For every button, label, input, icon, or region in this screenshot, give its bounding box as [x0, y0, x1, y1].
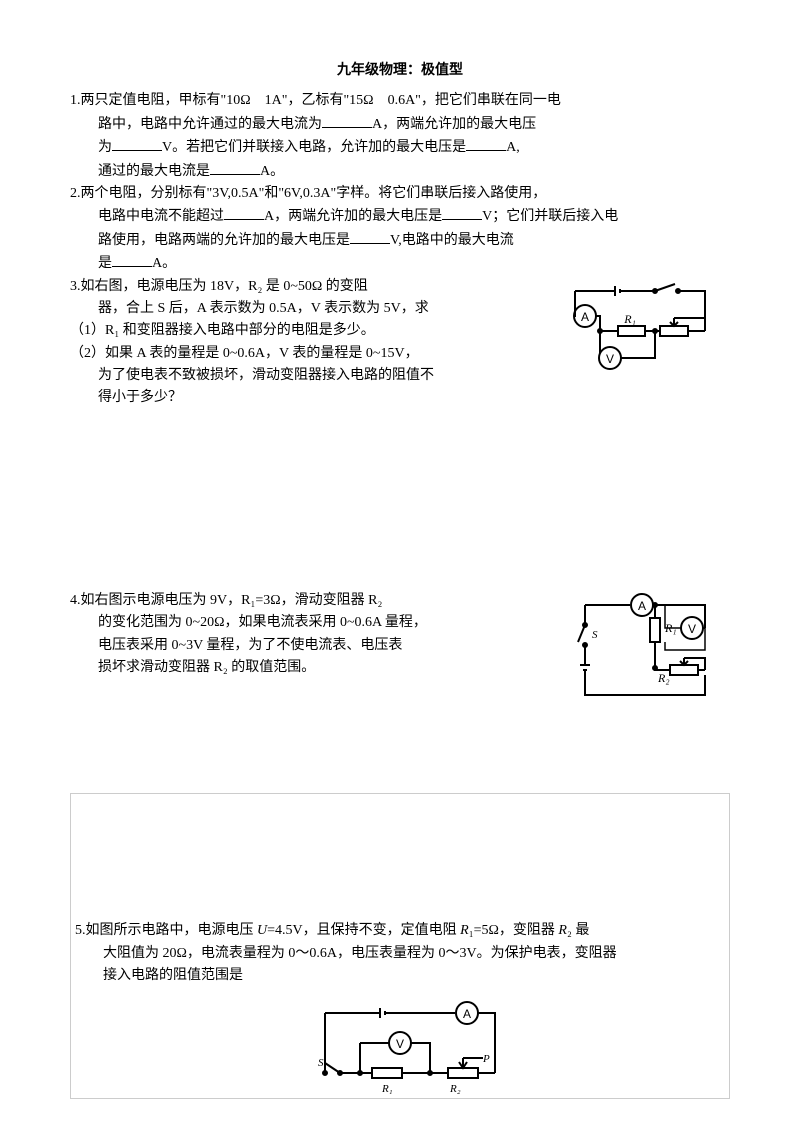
q5-text: =4.5V，且保持不变，定值电阻 [267, 923, 460, 938]
blank [322, 113, 372, 128]
question-2: 2.两个电阻，分别标有"3V,0.5A"和"6V,0.3A"字样。将它们串联后接… [70, 183, 730, 276]
q5-text: R [460, 923, 469, 938]
q1-text: 路中，电路中允许通过的最大电流为 [98, 117, 322, 132]
q2-line1: 2.两个电阻，分别标有"3V,0.5A"和"6V,0.3A"字样。将它们串联后接… [70, 183, 730, 205]
r1-label: R₁ [664, 621, 677, 635]
page: 九年级物理：极值型 1.两只定值电阻，甲标有"10Ω 1A"，乙标有"15Ω 0… [0, 0, 800, 1139]
blank [224, 205, 264, 220]
switch-label: S [318, 1057, 324, 1069]
q2-line3: 路使用，电路两端的允许加的最大电压是 V,电路中的最大电流 [70, 229, 730, 252]
blank [442, 205, 482, 220]
voltmeter-label: V [606, 352, 614, 366]
blank [112, 252, 152, 267]
voltmeter-label: V [688, 622, 696, 636]
q5-text: U [257, 923, 267, 938]
q1-text: 1.两只定值电阻，甲标有"10Ω 1A"，乙标有"15Ω 0.6A"，把它们串联… [70, 93, 561, 108]
question-5: 5.如图所示电路中，电源电压 U=4.5V，且保持不变，定值电阻 R₁=5Ω，变… [75, 920, 725, 1097]
q5-circuit-diagram: A V S R₁ R₂ P [310, 998, 490, 1098]
blank [350, 229, 390, 244]
q5-text: ₁=5Ω，变阻器 [469, 923, 559, 938]
q5-line1: 5.如图所示电路中，电源电压 U=4.5V，且保持不变，定值电阻 R₁=5Ω，变… [75, 920, 725, 942]
ammeter-label: A [581, 310, 589, 324]
q2-text: 电路中电流不能超过 [98, 209, 224, 224]
q5-line3: 接入电路的阻值范围是 [75, 965, 725, 987]
q1-line1: 1.两只定值电阻，甲标有"10Ω 1A"，乙标有"15Ω 0.6A"，把它们串联… [70, 90, 730, 112]
q2-line2: 电路中电流不能超过 A，两端允许加的最大电压是 V；它们并联后接入电 [70, 205, 730, 228]
q1-text: A, [506, 140, 520, 155]
q2-text: A。 [152, 256, 176, 271]
blank [466, 136, 506, 151]
q2-line4: 是 A。 [70, 252, 730, 275]
ammeter-label: A [463, 1007, 471, 1021]
q1-line4: 通过的最大电流是 A。 [70, 160, 730, 183]
q2-text: 是 [98, 256, 112, 271]
switch-label: S [592, 629, 598, 641]
question-1: 1.两只定值电阻，甲标有"10Ω 1A"，乙标有"15Ω 0.6A"，把它们串联… [70, 90, 730, 183]
blank [112, 136, 162, 151]
q5-text: R [558, 923, 567, 938]
q5-text: ₂ 最 [567, 923, 589, 938]
q1-text: A，两端允许加的最大电压 [372, 117, 536, 132]
spacer [70, 410, 730, 590]
q5-line2: 大阻值为 20Ω，电流表量程为 0～0.6A，电压表量程为 0～3V。为保护电表… [75, 943, 725, 965]
q2-text: V；它们并联后接入电 [482, 209, 618, 224]
question-4: A V S R₁ R₂ 4.如右图示电源电压为 9V，R₁=3Ω，滑动变阻器 R… [70, 590, 730, 680]
q1-line2: 路中，电路中允许通过的最大电流为 A，两端允许加的最大电压 [70, 113, 730, 136]
page-title: 九年级物理：极值型 [70, 60, 730, 82]
question-3: A V R₁ 3.如右图，电源电压为 18V，R₂ 是 0~50Ω 的变阻 器，… [70, 276, 730, 410]
q1-text: A。 [260, 164, 284, 179]
q3-circuit-diagram: A V R₁ [560, 276, 720, 386]
q2-text: 路使用，电路两端的允许加的最大电压是 [98, 233, 350, 248]
q1-line3: 为 V。若把它们并联接入电路，允许加的最大电压是 A, [70, 136, 730, 159]
q5-box: 5.如图所示电路中，电源电压 U=4.5V，且保持不变，定值电阻 R₁=5Ω，变… [70, 793, 730, 1098]
r2-label: R₂ [449, 1083, 461, 1095]
q1-text: 通过的最大电流是 [98, 164, 210, 179]
q1-text: 为 [98, 140, 112, 155]
q5-text: 5.如图所示电路中，电源电压 [75, 923, 257, 938]
voltmeter-label: V [396, 1037, 404, 1051]
q2-text: V,电路中的最大电流 [390, 233, 514, 248]
q4-circuit-diagram: A V S R₁ R₂ [570, 590, 720, 710]
q2-text: 2.两个电阻，分别标有"3V,0.5A"和"6V,0.3A"字样。将它们串联后接… [70, 186, 546, 201]
p-label: P [482, 1053, 490, 1065]
ammeter-label: A [638, 599, 646, 613]
q1-text: V。若把它们并联接入电路，允许加的最大电压是 [162, 140, 466, 155]
q3-line6: 得小于多少？ [70, 387, 730, 409]
q2-text: A，两端允许加的最大电压是 [264, 209, 442, 224]
spacer [71, 794, 729, 914]
r2-label: R₂ [657, 671, 670, 685]
blank [210, 160, 260, 175]
r1-label: R₁ [381, 1083, 393, 1095]
r1-label: R₁ [623, 312, 636, 326]
